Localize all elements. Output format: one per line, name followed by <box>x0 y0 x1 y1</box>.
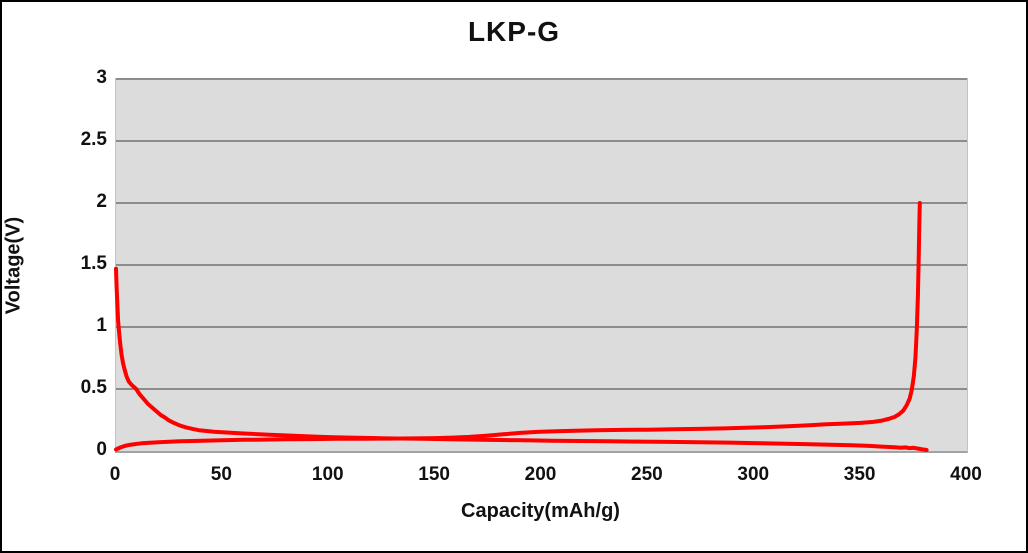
y-tick-label: 0.5 <box>80 377 107 398</box>
x-tick-label: 250 <box>631 464 663 485</box>
curves-svg <box>114 78 967 452</box>
y-tick-label: 3 <box>96 67 107 88</box>
x-tick-label: 400 <box>950 464 982 485</box>
x-tick-label: 350 <box>843 464 876 485</box>
y-tick-label: 1 <box>96 315 107 336</box>
plot-area <box>114 78 968 453</box>
x-tick-label: 150 <box>418 464 450 485</box>
x-tick-label: 300 <box>737 464 770 485</box>
y-tick-label: 1.5 <box>80 253 107 274</box>
y-tick-label: 0 <box>96 439 107 460</box>
x-axis-title: Capacity(mAh/g) <box>461 500 620 522</box>
x-tick-label: 50 <box>210 464 232 485</box>
x-tick-label: 200 <box>524 464 557 485</box>
discharge_curve <box>114 266 929 452</box>
y-tick-label: 2 <box>96 191 107 212</box>
charge_curve <box>114 201 922 452</box>
y-axis-title: Voltage(V) <box>2 216 25 315</box>
y-tick-label: 2.5 <box>80 129 107 150</box>
x-tick-label: 100 <box>311 464 344 485</box>
chart-title: LKP-G <box>467 16 561 47</box>
x-tick-label: 0 <box>109 464 121 485</box>
